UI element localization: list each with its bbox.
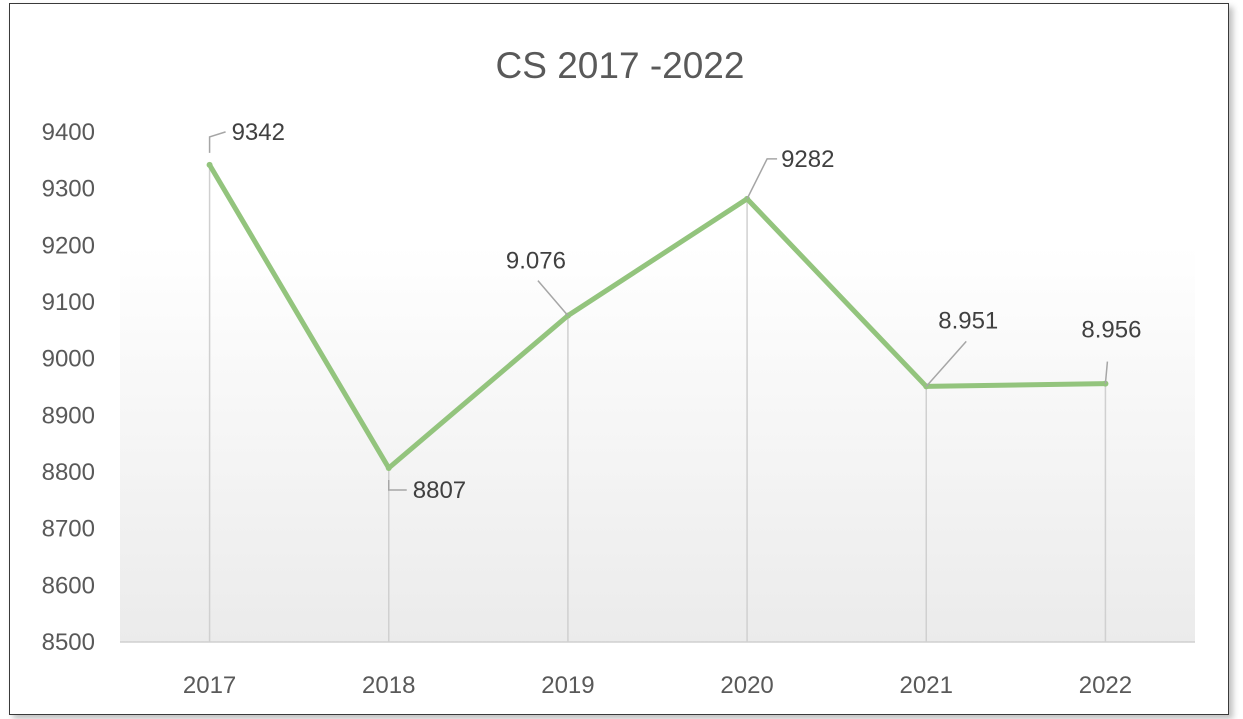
y-tick-label: 9400: [42, 119, 95, 146]
data-label: 8.951: [938, 307, 998, 334]
y-axis: 8500 8600 8700 8800 8900 9000 9100 9200 9300 9400: [42, 119, 95, 656]
data-point: [206, 161, 213, 168]
leader-line: [925, 340, 967, 387]
leader-line: [746, 158, 778, 200]
plot-background: [120, 245, 1195, 642]
series-path: [207, 162, 1108, 471]
x-tick-label: 2022: [1079, 672, 1132, 699]
x-tick-label: 2020: [720, 672, 773, 699]
data-point: [385, 465, 392, 472]
y-tick-label: 9000: [42, 346, 95, 373]
y-tick-label: 8900: [42, 402, 95, 429]
y-tick-label: 8500: [42, 629, 95, 656]
data-labels: 9342 8807 9.076 9282 8.951 8.956: [208, 119, 1141, 504]
x-tick-label: 2019: [541, 672, 594, 699]
data-label: 8807: [413, 477, 466, 504]
y-tick-label: 8600: [42, 572, 95, 599]
leader-line: [537, 280, 569, 317]
data-label: 8.956: [1081, 317, 1141, 344]
leader-line: [1104, 361, 1109, 384]
data-label: 9.076: [506, 248, 566, 275]
y-tick-label: 8700: [42, 516, 95, 543]
x-tick-label: 2018: [362, 672, 415, 699]
x-axis: 2017 2018 2019 2020 2021 2022: [183, 672, 1132, 699]
y-tick-label: 9300: [42, 176, 95, 203]
data-label: 9342: [232, 119, 285, 146]
leader-line: [208, 131, 226, 153]
y-tick-label: 9100: [42, 289, 95, 316]
x-tick-label: 2021: [900, 672, 953, 699]
chart-title: CS 2017 -2022: [496, 45, 745, 86]
x-tick-label: 2017: [183, 672, 236, 699]
leader-line: [388, 480, 407, 491]
y-tick-label: 9200: [42, 232, 95, 259]
drop-lines: [208, 164, 1107, 642]
data-label: 9282: [781, 146, 834, 173]
y-tick-label: 8800: [42, 459, 95, 486]
